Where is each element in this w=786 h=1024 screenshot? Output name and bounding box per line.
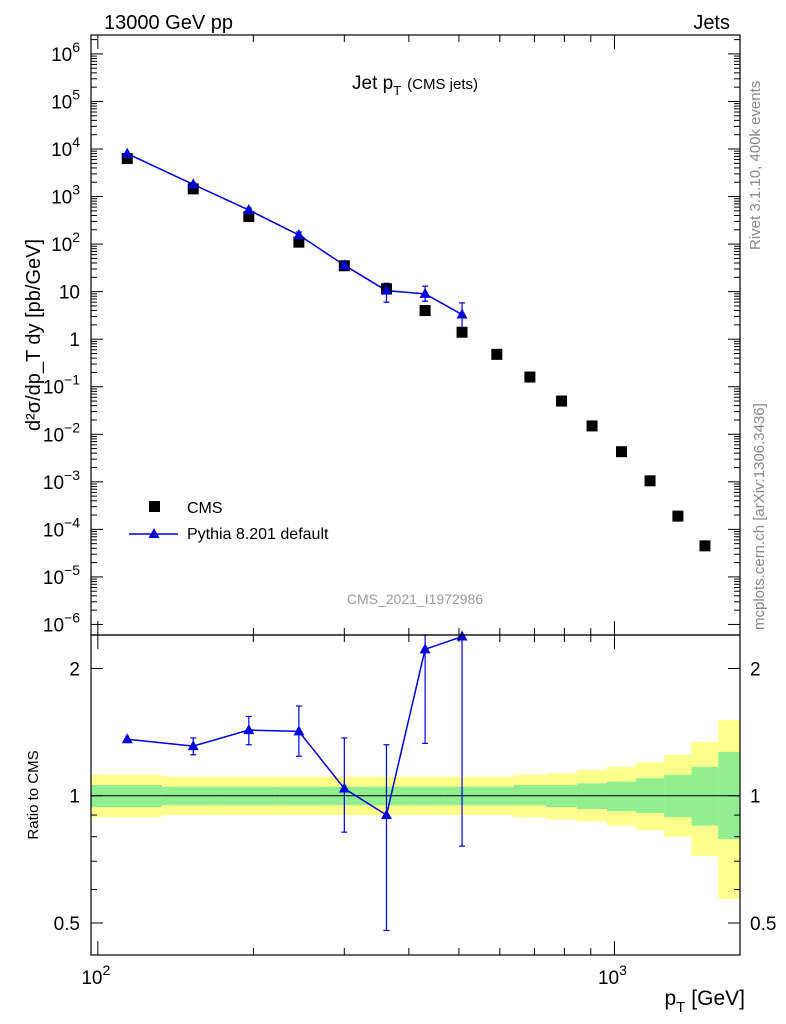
header-right: Jets — [693, 12, 730, 34]
x-axis-label: pT [GeV] — [664, 987, 745, 1016]
cms-point — [586, 420, 598, 432]
pythia-point — [456, 308, 468, 319]
main-panel: 10610510410310210110−110−210−310−410−510… — [23, 34, 741, 636]
band-green — [606, 781, 637, 812]
band-green — [513, 785, 546, 806]
ratio-y-tick-label-left: 1 — [69, 787, 80, 808]
header-left: 13000 GeV pp — [104, 12, 233, 34]
x-tick-label: 102 — [81, 962, 110, 989]
legend-pythia-marker — [148, 528, 160, 538]
band-green — [691, 766, 719, 826]
ratio-pythia-point — [121, 733, 133, 744]
cms-point — [524, 371, 536, 383]
cms-point — [187, 183, 199, 195]
y-tick-label: 106 — [51, 39, 80, 66]
cms-point — [419, 305, 431, 317]
main-ylabel: d²σ/dp_T dy [pb/GeV] — [23, 239, 45, 431]
y-tick-label: 10 — [59, 283, 80, 304]
pythia-point — [121, 147, 133, 158]
cms-point — [121, 153, 133, 165]
cms-point — [644, 475, 656, 487]
ratio-y-tick-label-right: 0.5 — [750, 914, 776, 935]
cms-point — [672, 510, 684, 522]
y-tick-label: 10−5 — [43, 562, 80, 589]
main-frame — [90, 34, 741, 636]
ratio-panel: 2 2 1 1 0.5 0.5 102 103 Ratio to CMS pT [GeV] — [25, 630, 776, 1016]
y-tick-label: 104 — [51, 134, 80, 161]
y-tick-label: 10−6 — [43, 609, 80, 636]
pythia-point — [338, 259, 350, 270]
legend-pythia-label: Pythia 8.201 default — [187, 526, 329, 543]
y-tick-label: 1 — [69, 330, 80, 351]
ratio-pythia-point — [293, 725, 305, 736]
cms-point — [243, 211, 255, 223]
ratio-frame — [90, 634, 741, 956]
cms-point — [556, 395, 568, 407]
pythia-point — [187, 178, 199, 189]
ratio-y-tick-label-right: 1 — [750, 787, 761, 808]
ratio-pythia-line — [127, 635, 463, 817]
mcplots-label: mcplots.cern.ch [arXiv:1306.3436] — [751, 403, 768, 630]
ratio-pythia-point — [243, 724, 255, 735]
ratio-pythia-point — [187, 740, 199, 751]
ratio-y-tick-label-left: 2 — [69, 659, 80, 680]
cms-point — [456, 326, 468, 338]
ratio-pythia-point — [380, 809, 392, 820]
x-tick-label: 103 — [598, 962, 627, 989]
ratio-ylabel: Ratio to CMS — [25, 750, 42, 839]
ratio-y-tick-label-left: 0.5 — [54, 914, 80, 935]
pythia-point — [243, 204, 255, 215]
legend-cms-marker — [149, 501, 160, 512]
pythia-line — [126, 152, 463, 316]
legend-cms-label: CMS — [187, 500, 223, 517]
ratio-pythia-point — [338, 782, 350, 793]
pythia-point — [380, 284, 392, 295]
cms-point — [616, 446, 628, 458]
rivet-label: Rivet 3.1.10, 400k events — [747, 81, 764, 250]
cms-point — [699, 540, 711, 552]
cms-point — [491, 348, 503, 360]
y-tick-label: 102 — [51, 229, 80, 256]
pythia-point — [419, 287, 431, 298]
watermark: CMS_2021_I1972986 — [347, 591, 483, 607]
legend: CMS Pythia 8.201 default — [129, 500, 329, 543]
ratio-y-tick-label-right: 2 — [750, 659, 761, 680]
cms-point — [293, 236, 305, 248]
y-tick-label: 10−1 — [43, 372, 80, 399]
y-tick-label: 105 — [51, 86, 80, 113]
y-tick-label: 10−4 — [43, 514, 80, 541]
ratio-pythia-point — [419, 643, 431, 654]
y-tick-label: 10−2 — [43, 419, 80, 446]
y-tick-label: 103 — [51, 182, 80, 209]
pythia-point — [293, 229, 305, 240]
main-title: Jet pT (CMS jets) — [352, 73, 478, 98]
y-tick-label: 10−3 — [43, 467, 80, 494]
